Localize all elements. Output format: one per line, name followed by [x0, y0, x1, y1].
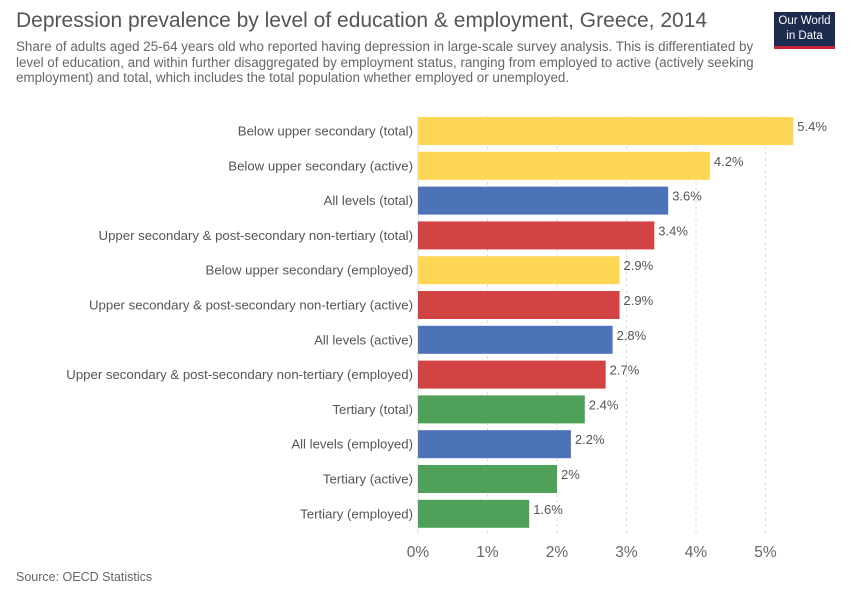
value-label: 3.6%: [672, 189, 702, 204]
category-label: Tertiary (total): [332, 402, 413, 417]
bar[interactable]: [418, 221, 655, 250]
bars: [418, 117, 794, 528]
value-label: 2.7%: [610, 363, 640, 378]
logo-line-2: in Data: [786, 30, 823, 42]
x-tick-label: 4%: [685, 544, 708, 561]
bar[interactable]: [418, 430, 571, 459]
category-label: All levels (total): [324, 193, 413, 208]
value-label: 3.4%: [658, 223, 688, 238]
bar[interactable]: [418, 360, 606, 389]
value-label: 2.9%: [624, 258, 654, 273]
category-label: Below upper secondary (active): [228, 158, 413, 173]
bar[interactable]: [418, 256, 620, 285]
bar[interactable]: [418, 465, 557, 493]
chart-title: Depression prevalence by level of educat…: [16, 9, 708, 32]
x-axis-ticks: 0% 1% 2% 3% 4% 5%: [407, 544, 777, 561]
bar[interactable]: [418, 499, 530, 528]
category-label: Tertiary (active): [323, 472, 413, 487]
x-tick-label: 3%: [615, 544, 638, 561]
bar[interactable]: [418, 117, 794, 145]
category-label: Below upper secondary (total): [238, 124, 413, 139]
category-label: Tertiary (employed): [300, 506, 413, 521]
logo-line-1: Our World: [778, 15, 831, 27]
source-note: Source: OECD Statistics: [16, 570, 153, 584]
category-label: All levels (active): [314, 332, 413, 347]
category-labels: Below upper secondary (total) Below upper…: [66, 124, 413, 522]
bar[interactable]: [418, 291, 620, 319]
gridlines: [417, 116, 766, 534]
category-label: Upper secondary & post-secondary non-ter…: [89, 298, 413, 313]
x-tick-label: 1%: [476, 544, 499, 561]
x-tick-label: 2%: [546, 544, 569, 561]
value-label: 4.2%: [714, 154, 744, 169]
value-label: 2.9%: [624, 293, 654, 308]
bar[interactable]: [418, 325, 613, 354]
value-label: 2%: [561, 467, 580, 482]
category-label: Upper secondary & post-secondary non-ter…: [66, 367, 413, 382]
bar[interactable]: [418, 151, 710, 180]
x-tick-label: 0%: [407, 544, 430, 561]
category-label: Upper secondary & post-secondary non-ter…: [99, 228, 413, 243]
value-label: 2.4%: [589, 397, 619, 412]
category-label: All levels (employed): [291, 437, 413, 452]
x-tick-label: 5%: [754, 544, 777, 561]
bar[interactable]: [418, 186, 669, 215]
value-label: 2.2%: [575, 432, 605, 447]
bar[interactable]: [418, 395, 585, 424]
category-label: Below upper secondary (employed): [206, 263, 413, 278]
chart-subtitle: Share of adults aged 25-64 years old who…: [16, 39, 754, 85]
value-label: 2.8%: [617, 328, 647, 343]
owid-logo[interactable]: Our World in Data: [774, 12, 835, 49]
value-label: 1.6%: [533, 502, 563, 517]
value-labels: 5.4% 4.2% 3.6% 3.4% 2.9% 2.9% 2.8% 2.7% 2.4% 2.2%…: [533, 119, 827, 517]
value-label: 5.4%: [797, 119, 827, 134]
